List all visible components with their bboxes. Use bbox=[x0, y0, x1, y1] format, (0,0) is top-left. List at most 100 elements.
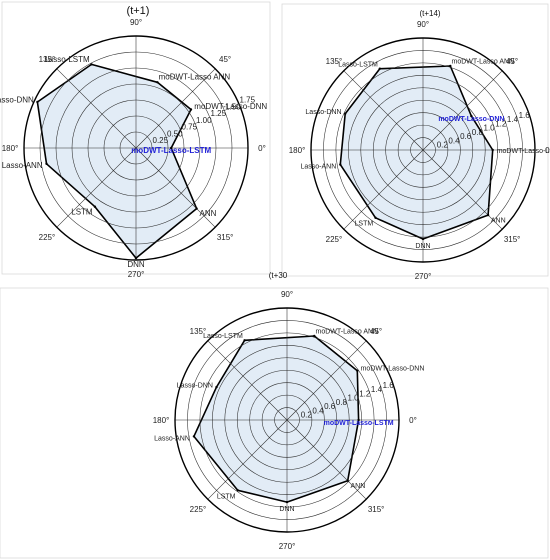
category-label-modwt-lasso-lstm: moDWT-Lasso-LSTM bbox=[131, 146, 211, 155]
category-label-lasso-dnn: Lasso-DNN bbox=[305, 109, 341, 116]
angle-tick-label: 315° bbox=[504, 235, 521, 244]
category-label-modwt-lasso-dnn: moDWT-Lasso-DNN bbox=[194, 102, 267, 111]
radial-tick-label: 0.25 bbox=[153, 136, 169, 145]
angular-gridline bbox=[207, 340, 288, 421]
angle-tick-label: 225° bbox=[190, 505, 207, 514]
radial-tick-label: 0.6 bbox=[460, 132, 472, 141]
category-label-lasso-dnn: Lasso-DNN bbox=[0, 96, 34, 105]
panel-title: (t+14) bbox=[419, 9, 440, 18]
radial-tick-label: 0.8 bbox=[336, 398, 348, 407]
category-label-lasso-ann: Lasso-ANN bbox=[154, 436, 190, 443]
category-label-modwt-lasso-ann: moDWT-Lasso ANN bbox=[316, 328, 379, 335]
angular-gridline bbox=[135, 68, 216, 149]
data-area-polygon bbox=[36, 63, 198, 259]
panel-frame bbox=[0, 287, 549, 559]
data-point-ann bbox=[195, 207, 198, 210]
category-label-modwt-lasso-lstm: moDWT-Lasso-LSTM bbox=[324, 420, 394, 427]
angular-gridline bbox=[135, 147, 216, 228]
angle-tick-label: 90° bbox=[130, 18, 142, 27]
category-label-ann: ANN bbox=[491, 217, 506, 224]
category-label-lasso-ann: Lasso-ANN bbox=[301, 164, 337, 171]
radar-panel-2: 0° 45° 90° 135° 180° 225° 270° 315° 0.20.40.60.8… bbox=[281, 3, 550, 281]
radial-tick-label: 0.6 bbox=[324, 402, 336, 411]
angle-tick-label: 0° bbox=[258, 144, 266, 153]
data-point-lasso-ann bbox=[45, 162, 48, 165]
radial-tick-label: 0.75 bbox=[182, 123, 198, 132]
angle-tick-label: 45° bbox=[506, 57, 518, 66]
angle-tick-label: 90° bbox=[281, 290, 293, 299]
angle-tick-label: 45° bbox=[370, 327, 382, 336]
angle-tick-label: 180° bbox=[289, 146, 306, 155]
radial-tick-label: 1.75 bbox=[240, 96, 256, 105]
data-point-lasso-dnn bbox=[215, 385, 218, 389]
category-label-ann: ANN bbox=[200, 209, 217, 218]
panel-title: (t+30 bbox=[269, 271, 288, 280]
angular-gridline bbox=[343, 149, 424, 230]
angle-tick-label: 315° bbox=[217, 233, 234, 242]
angle-tick-label: 135° bbox=[326, 57, 343, 66]
angle-tick-label: 0° bbox=[545, 146, 550, 155]
data-point-modwt-lasso-ann bbox=[313, 334, 316, 338]
radial-tick-label: 0.2 bbox=[437, 141, 449, 150]
angular-gridline bbox=[56, 147, 137, 228]
data-point-modwt-lasso-dnn bbox=[356, 369, 359, 372]
radial-tick-label: 1.2 bbox=[495, 120, 507, 129]
radial-tick-label: 1.6 bbox=[383, 381, 395, 390]
angle-tick-label: 225° bbox=[326, 235, 343, 244]
angular-gridline bbox=[56, 68, 137, 149]
radial-tick-label: 1.6 bbox=[519, 111, 531, 120]
angular-gridline bbox=[343, 70, 424, 151]
data-point-lasso-dnn bbox=[36, 100, 39, 104]
panel-frame bbox=[281, 3, 549, 277]
radial-tick-label: 1.0 bbox=[484, 124, 496, 133]
angle-tick-label: 90° bbox=[417, 20, 429, 29]
radial-tick-label: 0.4 bbox=[312, 407, 324, 416]
radial-tick-label: 0.50 bbox=[167, 130, 183, 139]
data-point-lstm bbox=[93, 205, 97, 208]
radial-tick-label: 0.4 bbox=[448, 137, 460, 146]
data-point-dnn bbox=[134, 256, 138, 260]
angle-tick-label: 135° bbox=[190, 327, 207, 336]
data-point-lstm bbox=[374, 216, 377, 219]
data-point-ann bbox=[346, 479, 349, 482]
data-point-lasso-lstm bbox=[90, 63, 93, 66]
data-point-lasso-ann bbox=[192, 435, 196, 438]
data-point-lasso-lstm bbox=[243, 339, 246, 342]
angular-gridline bbox=[422, 70, 503, 151]
angular-gridline bbox=[286, 419, 367, 500]
radial-tick-label: 1.4 bbox=[371, 385, 383, 394]
angle-tick-label: 270° bbox=[128, 270, 145, 279]
category-label-ann: ANN bbox=[351, 483, 366, 490]
radial-tick-label: 0.8 bbox=[472, 128, 484, 137]
radial-tick-label: 1.50 bbox=[225, 102, 241, 111]
category-label-modwt-lasso-ann: moDWT-Lasso ANN bbox=[452, 58, 515, 65]
data-point-modwt-lasso-lstm bbox=[357, 418, 360, 422]
data-point-modwt-lasso-ann bbox=[449, 64, 452, 68]
angle-tick-label: 180° bbox=[2, 144, 19, 153]
category-label-lstm: LSTM bbox=[217, 493, 236, 500]
angle-tick-label: 135° bbox=[39, 55, 56, 64]
radial-tick-label: 1.4 bbox=[507, 115, 519, 124]
radial-tick-label: 1.0 bbox=[348, 394, 360, 403]
data-area-polygon bbox=[193, 335, 360, 503]
angle-tick-label: 0° bbox=[409, 416, 417, 425]
polar-outline bbox=[23, 35, 249, 261]
category-label-dnn: DNN bbox=[415, 243, 430, 250]
category-label-lstm: LSTM bbox=[71, 208, 93, 217]
category-label-dnn: DNN bbox=[279, 506, 294, 513]
category-label-modwt-lasso-ann: moDWT-Lasso ANN bbox=[159, 73, 231, 82]
data-point-lasso-ann bbox=[339, 163, 342, 166]
angle-tick-label: 180° bbox=[153, 416, 170, 425]
polar-outline bbox=[174, 307, 400, 533]
angle-tick-label: 315° bbox=[368, 505, 385, 514]
data-point-modwt-lasso-lstm bbox=[170, 146, 173, 150]
category-label-modwt-lasso-lstm: moDWT-Lasso-LSTM bbox=[497, 148, 550, 155]
panel-frame bbox=[1, 1, 271, 275]
radial-tick-label: 0.2 bbox=[301, 411, 313, 420]
angle-tick-label: 225° bbox=[39, 233, 56, 242]
category-label-lasso-lstm: Lasso-LSTM bbox=[338, 61, 378, 68]
category-label-modwt-lasso-dnn: moDWT-Lasso-DNN bbox=[361, 365, 425, 372]
angular-gridline bbox=[207, 419, 288, 500]
panel-title: (t+1) bbox=[127, 5, 150, 17]
